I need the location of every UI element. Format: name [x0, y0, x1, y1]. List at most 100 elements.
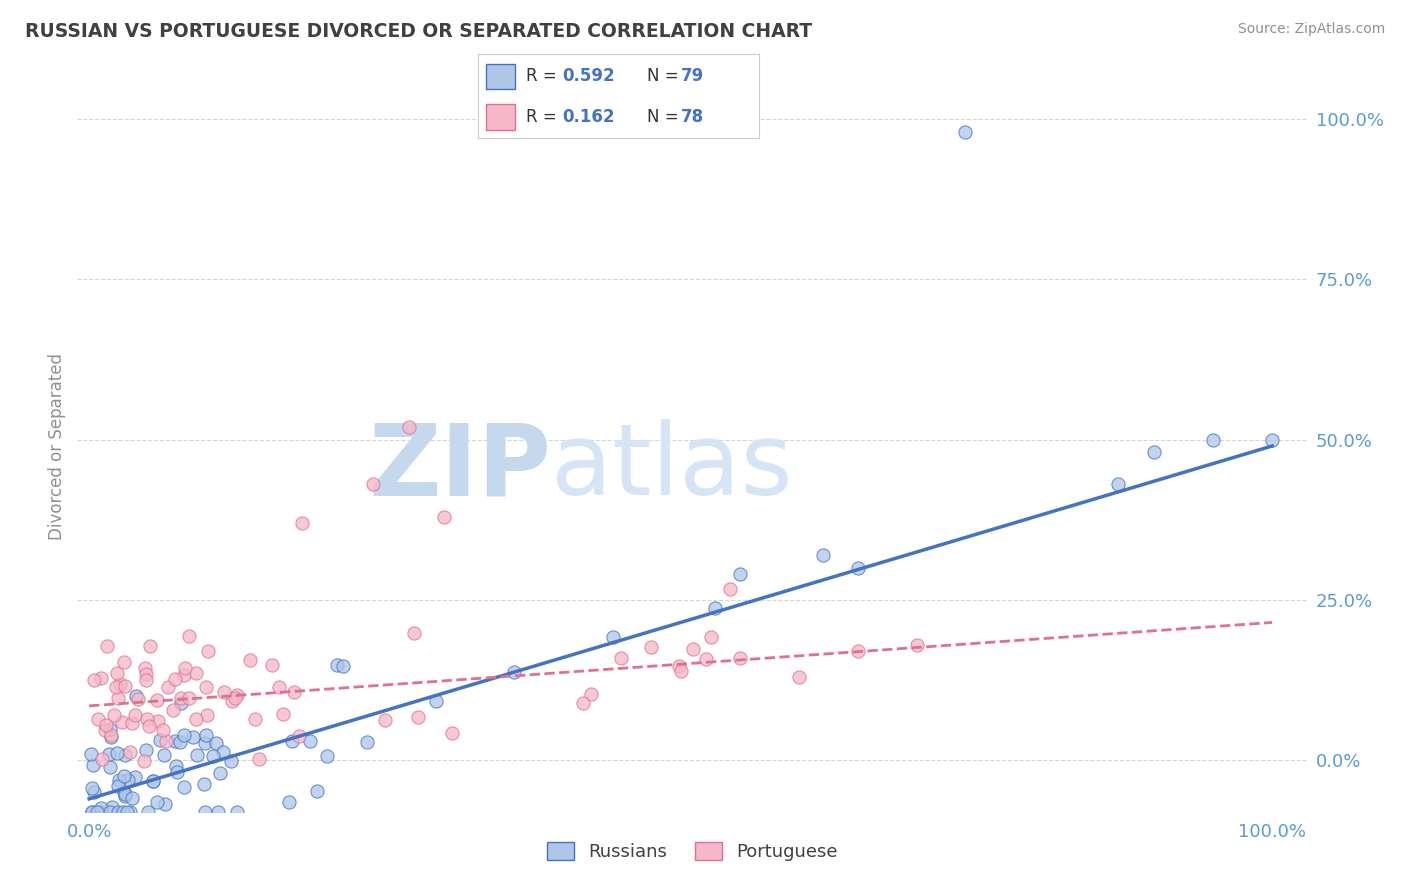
Point — [114, 679, 136, 693]
FancyBboxPatch shape — [486, 104, 515, 130]
Point — [177, 691, 200, 706]
Point — [83, 784, 105, 798]
Point — [169, 691, 191, 706]
Point — [90, 671, 112, 685]
Point — [243, 712, 266, 726]
Point — [86, 805, 108, 819]
FancyBboxPatch shape — [486, 63, 515, 89]
Point — [124, 770, 146, 784]
Point — [326, 658, 349, 673]
Point — [221, 693, 243, 707]
Point — [441, 726, 464, 740]
Point — [163, 734, 186, 748]
Point — [138, 639, 160, 653]
Point — [1107, 477, 1129, 491]
Point — [212, 685, 235, 699]
Point — [146, 693, 169, 707]
Point — [219, 755, 242, 769]
Point — [669, 664, 692, 678]
Point — [114, 789, 136, 803]
Point — [80, 781, 103, 796]
Point — [728, 650, 751, 665]
Point — [166, 764, 188, 779]
Point — [121, 715, 143, 730]
Point — [503, 665, 526, 679]
Point — [205, 736, 228, 750]
Point — [179, 629, 201, 643]
Point — [104, 680, 127, 694]
Point — [107, 805, 129, 819]
Point — [283, 685, 305, 699]
Point — [98, 805, 121, 819]
Point — [87, 712, 110, 726]
Point — [195, 727, 218, 741]
Point — [682, 642, 704, 657]
Point — [305, 784, 328, 798]
Point — [98, 747, 121, 762]
Text: N =: N = — [647, 68, 683, 86]
Point — [408, 710, 430, 724]
Point — [108, 773, 131, 788]
Point — [107, 779, 129, 793]
Point — [98, 760, 121, 774]
Point — [610, 650, 633, 665]
Text: 78: 78 — [681, 108, 703, 126]
Point — [572, 696, 595, 710]
Point — [114, 769, 136, 783]
Point — [207, 805, 229, 819]
Text: ZIP: ZIP — [368, 419, 551, 516]
Point — [194, 736, 217, 750]
Point — [186, 712, 208, 726]
Point — [135, 743, 157, 757]
Point — [153, 797, 176, 812]
Point — [174, 661, 197, 675]
Point — [269, 680, 291, 694]
Point — [101, 800, 124, 814]
Point — [89, 805, 111, 819]
Point — [402, 626, 425, 640]
Point — [142, 773, 165, 788]
Point — [111, 805, 134, 819]
Point — [98, 722, 121, 736]
Point — [112, 656, 135, 670]
Point — [186, 748, 208, 763]
Point — [111, 715, 134, 730]
Point — [114, 747, 136, 762]
Text: N =: N = — [647, 108, 683, 126]
Point — [361, 477, 384, 491]
Point — [260, 657, 283, 672]
Point — [277, 795, 299, 809]
Point — [787, 670, 810, 684]
Point — [201, 749, 224, 764]
Point — [83, 673, 105, 687]
Point — [155, 734, 177, 748]
Point — [280, 734, 302, 748]
Point — [107, 746, 129, 760]
Point — [226, 688, 249, 702]
Point — [117, 773, 139, 788]
Y-axis label: Divorced or Separated: Divorced or Separated — [48, 352, 66, 540]
Point — [356, 735, 378, 749]
Point — [212, 745, 235, 759]
Point — [315, 748, 337, 763]
Point — [846, 644, 869, 658]
Point — [121, 791, 143, 805]
Point — [433, 509, 456, 524]
Point — [602, 630, 624, 644]
Point — [846, 561, 869, 575]
Text: Source: ZipAtlas.com: Source: ZipAtlas.com — [1237, 22, 1385, 37]
Point — [136, 712, 159, 726]
Text: R =: R = — [526, 108, 562, 126]
Point — [1202, 433, 1225, 447]
Text: 0.592: 0.592 — [562, 68, 614, 86]
Point — [374, 713, 396, 727]
Point — [291, 516, 314, 530]
Point — [905, 638, 928, 652]
Point — [96, 639, 118, 653]
Text: 0.162: 0.162 — [562, 108, 614, 126]
Point — [239, 653, 262, 667]
Point — [115, 805, 138, 819]
Point — [157, 681, 180, 695]
Point — [93, 723, 115, 737]
Point — [728, 567, 751, 582]
